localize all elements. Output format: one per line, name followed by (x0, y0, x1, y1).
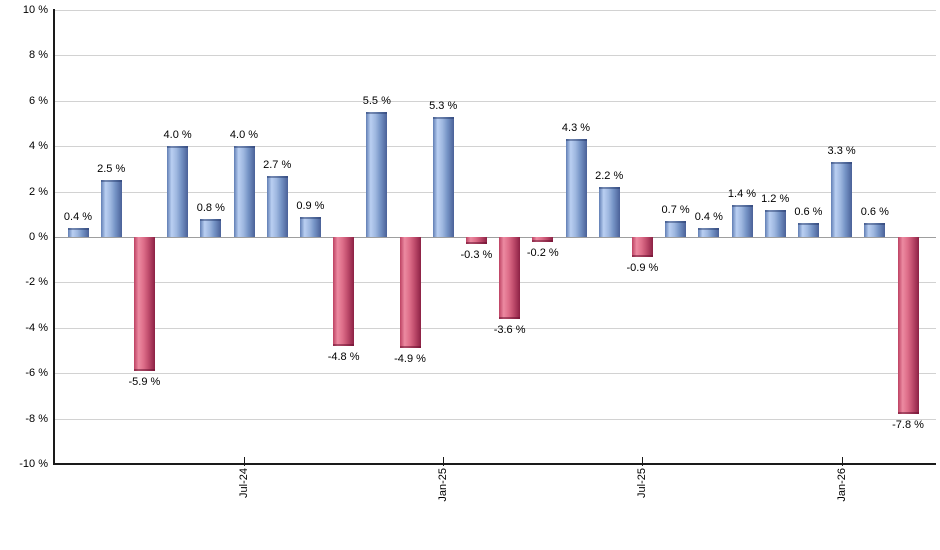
bar-value-label: 1.4 % (727, 188, 757, 201)
gridline (55, 327, 936, 329)
bar (897, 237, 919, 415)
bar (631, 237, 653, 258)
bar (67, 227, 89, 237)
bar-value-label: 4.0 % (229, 129, 259, 142)
y-axis-line (53, 9, 55, 465)
x-tick-label: Jan-25 (437, 468, 450, 502)
bar-value-label: 0.8 % (196, 201, 225, 214)
bar-value-label: 5.5 % (362, 95, 391, 108)
bar-value-label: 1.2 % (761, 192, 790, 205)
bar-value-label: -4.9 % (394, 353, 426, 366)
bar (731, 205, 753, 237)
bar (698, 227, 720, 237)
x-tick-mark (443, 457, 445, 466)
x-axis-line (53, 463, 936, 465)
bar (465, 237, 487, 244)
y-tick-label: -10 % (19, 458, 48, 470)
y-tick-label: -4 % (25, 321, 48, 334)
y-tick-label: -2 % (25, 276, 48, 289)
bar-value-label: -7.8 % (892, 419, 924, 432)
bar-value-label: 0.7 % (661, 204, 690, 217)
bar (266, 175, 288, 237)
bar-value-label: 2.5 % (97, 163, 126, 176)
bar-value-label: 0.9 % (296, 199, 325, 212)
bar (565, 139, 587, 237)
bar (133, 237, 155, 371)
bar (499, 237, 521, 319)
bar-value-label: -0.2 % (526, 246, 559, 259)
gridline (55, 418, 936, 420)
bar-value-label: 0.6 % (794, 206, 823, 219)
bar-value-label: 2.2 % (595, 170, 624, 183)
y-tick-label: 8 % (29, 49, 48, 62)
gridline (55, 10, 936, 11)
gridline (55, 191, 936, 193)
bar (333, 237, 355, 346)
bar (598, 187, 620, 237)
bar (100, 180, 122, 237)
gridline (55, 146, 936, 148)
x-tick-label: Jul-25 (636, 468, 649, 498)
gridline (55, 282, 936, 284)
bar-value-label: -4.8 % (327, 350, 360, 363)
gridline (55, 373, 936, 375)
y-tick-label: 0 % (29, 231, 48, 243)
x-tick-label: Jan-26 (835, 468, 848, 502)
bar (764, 209, 786, 237)
bar (167, 146, 189, 237)
bar (665, 221, 687, 237)
bar-value-label: 0.6 % (860, 206, 889, 219)
bar (399, 237, 421, 349)
bar-value-label: 3.3 % (827, 145, 856, 158)
bar-value-label: 0.4 % (694, 210, 723, 223)
gridline (55, 55, 936, 57)
y-tick-label: -6 % (25, 367, 48, 380)
bar (831, 162, 853, 237)
bar-value-label: -0.3 % (460, 248, 493, 261)
bar-value-label: -3.6 % (493, 323, 526, 336)
zero-gridline (55, 237, 936, 238)
y-tick-label: 2 % (29, 185, 48, 198)
bar-value-label: 2.7 % (263, 158, 292, 171)
bar-value-label: 5.3 % (429, 99, 458, 112)
bar (233, 146, 255, 237)
bar (864, 223, 886, 237)
bar (200, 218, 222, 237)
x-tick-mark (244, 457, 245, 466)
bar-value-label: -0.9 % (626, 262, 659, 275)
bar (299, 216, 321, 237)
x-tick-mark (642, 457, 644, 466)
bar (366, 112, 388, 237)
y-tick-label: 4 % (29, 140, 48, 153)
y-tick-label: -8 % (25, 412, 48, 425)
bar-value-label: -5.9 % (128, 375, 161, 388)
gridline (55, 100, 936, 102)
y-tick-label: 6 % (29, 94, 48, 107)
x-tick-label: Jul-24 (238, 468, 250, 498)
bar (797, 223, 819, 237)
bar-value-label: 0.4 % (63, 210, 93, 223)
bar (432, 116, 454, 237)
y-tick-label: 10 % (22, 4, 48, 16)
bar-value-label: 4.0 % (163, 129, 192, 142)
x-tick-mark (841, 457, 843, 466)
bar (532, 237, 554, 242)
bar-value-label: 4.3 % (561, 122, 591, 135)
